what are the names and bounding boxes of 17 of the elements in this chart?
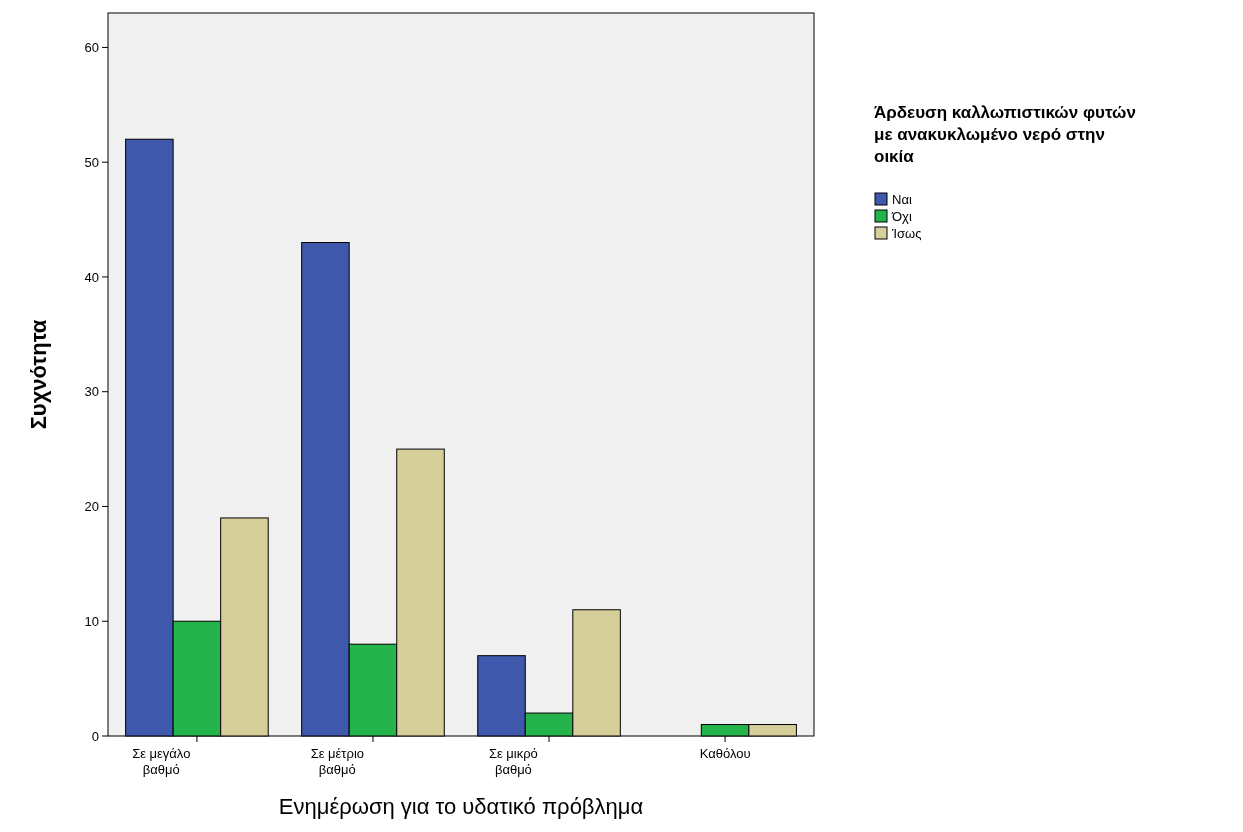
y-tick-label: 50 xyxy=(84,154,99,170)
y-tick-label: 20 xyxy=(84,499,99,515)
legend-label: Όχι xyxy=(891,209,912,224)
legend-title: Άρδευση καλλωπιστικών φυτών με ανακυκλωμένο νερό στην οικία xyxy=(874,103,1136,166)
y-axis-title: Συχνότητα xyxy=(26,319,51,430)
y-tick-label: 10 xyxy=(84,613,99,629)
y-tick-label: 40 xyxy=(84,269,99,285)
x-tick-label: Σε μέτριο βαθμό xyxy=(310,746,365,777)
y-tick-label: 30 xyxy=(84,384,99,400)
x-axis-title: Ενημέρωση για το υδατικό πρόβλημα xyxy=(278,794,644,819)
x-tick-label: Καθόλου xyxy=(699,746,751,761)
x-tick-label: Σε μικρό βαθμό xyxy=(488,746,538,777)
x-tick-label: Σε μεγάλο βαθμό xyxy=(132,746,191,777)
legend-label: Ναι xyxy=(892,192,912,207)
y-tick-label: 60 xyxy=(84,39,99,55)
legend-label: Ίσως xyxy=(891,226,922,241)
y-tick-label: 0 xyxy=(91,728,99,744)
